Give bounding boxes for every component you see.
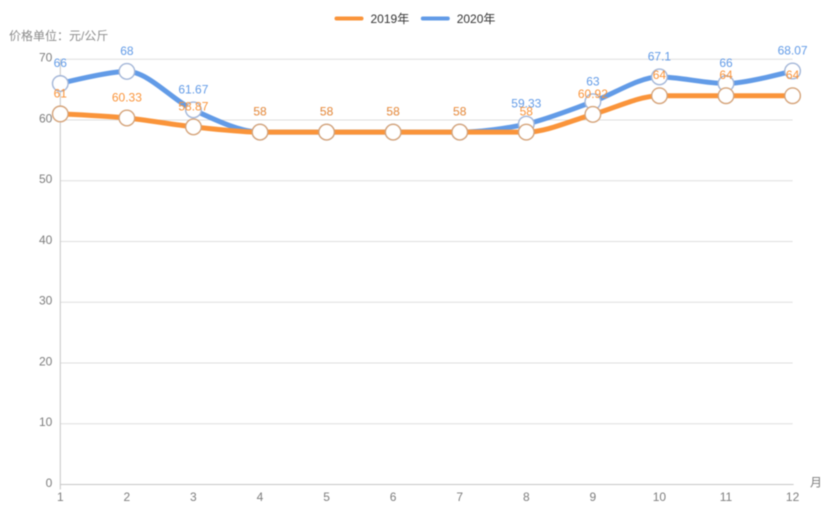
svg-text:58: 58 — [520, 105, 534, 119]
svg-text:9: 9 — [590, 490, 597, 504]
svg-text:58: 58 — [253, 105, 267, 119]
svg-text:12: 12 — [786, 490, 800, 504]
svg-text:20: 20 — [39, 354, 53, 368]
svg-text:价格单位：元/公斤: 价格单位：元/公斤 — [9, 28, 108, 43]
svg-text:2020年: 2020年 — [457, 12, 496, 26]
svg-text:40: 40 — [39, 233, 53, 247]
svg-text:64: 64 — [653, 68, 667, 82]
svg-text:58: 58 — [320, 105, 334, 119]
svg-text:68.07: 68.07 — [778, 44, 808, 58]
svg-text:58: 58 — [320, 105, 334, 119]
svg-text:8: 8 — [523, 490, 530, 504]
svg-text:50: 50 — [39, 172, 53, 186]
svg-text:30: 30 — [39, 294, 53, 308]
svg-text:月: 月 — [810, 475, 822, 489]
svg-text:60: 60 — [39, 111, 53, 125]
svg-text:5: 5 — [323, 490, 330, 504]
svg-text:2: 2 — [124, 490, 131, 504]
svg-text:0: 0 — [46, 476, 53, 490]
svg-text:64: 64 — [786, 68, 800, 82]
svg-text:70: 70 — [39, 51, 53, 65]
svg-text:10: 10 — [653, 490, 667, 504]
svg-text:60.33: 60.33 — [112, 91, 142, 105]
svg-text:2019年: 2019年 — [371, 12, 410, 26]
svg-text:4: 4 — [257, 490, 264, 504]
svg-text:1: 1 — [57, 490, 64, 504]
svg-text:58: 58 — [453, 105, 467, 119]
svg-text:61: 61 — [54, 86, 68, 100]
svg-text:10: 10 — [39, 415, 53, 429]
svg-text:3: 3 — [190, 490, 197, 504]
svg-text:68: 68 — [120, 44, 134, 58]
svg-text:66: 66 — [719, 56, 733, 70]
svg-text:59.33: 59.33 — [511, 97, 541, 111]
svg-text:58: 58 — [453, 105, 467, 119]
svg-text:58: 58 — [386, 105, 400, 119]
svg-text:11: 11 — [720, 490, 733, 504]
svg-text:58: 58 — [253, 105, 267, 119]
svg-text:58.87: 58.87 — [178, 99, 208, 113]
svg-text:66: 66 — [54, 56, 68, 70]
svg-text:60.92: 60.92 — [578, 87, 608, 101]
svg-text:67.1: 67.1 — [648, 49, 672, 63]
svg-text:6: 6 — [390, 490, 397, 504]
svg-text:64: 64 — [719, 68, 733, 82]
svg-text:7: 7 — [456, 490, 463, 504]
svg-text:58: 58 — [386, 105, 400, 119]
svg-text:63: 63 — [586, 74, 600, 88]
svg-text:61.67: 61.67 — [178, 82, 208, 96]
